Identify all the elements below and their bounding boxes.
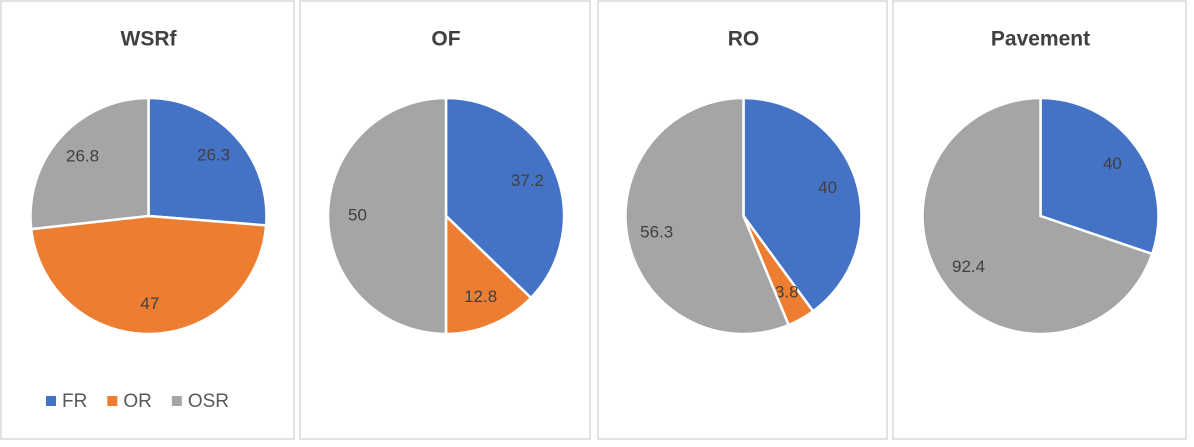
data-label: 47 [140,294,159,313]
legend-label: OR [123,391,152,412]
data-label: 12.8 [464,287,497,306]
data-label: 40 [818,178,837,197]
data-label: 56.3 [640,223,673,242]
pie-slice [444,213,533,336]
data-label: 3.8 [775,283,799,302]
legend-swatch [107,396,118,406]
pie-slice [29,96,150,231]
chart-title: OF [431,28,460,51]
pie-slice [147,96,268,227]
legend-label: OSR [188,391,229,412]
legend-label: FR [62,391,87,412]
pie-slice [921,96,1154,336]
data-label: 26.8 [66,146,99,165]
data-label: 50 [348,205,367,224]
pie-slice [326,96,448,336]
data-label: 37.2 [511,171,544,190]
chart-title: Pavement [991,28,1090,51]
pie-slice [624,96,791,336]
data-label: 92.4 [952,257,985,276]
legend-swatch [46,396,56,406]
pie-slice [29,214,268,336]
pie-slice [444,96,566,300]
data-label: 40 [1103,154,1122,173]
pie-slice [1039,96,1160,256]
pie-slice [742,96,863,314]
chart-title: RO [728,28,760,51]
data-label: 26.3 [197,145,230,164]
legend-swatch [171,396,182,406]
chart-title: WSRf [121,28,178,51]
